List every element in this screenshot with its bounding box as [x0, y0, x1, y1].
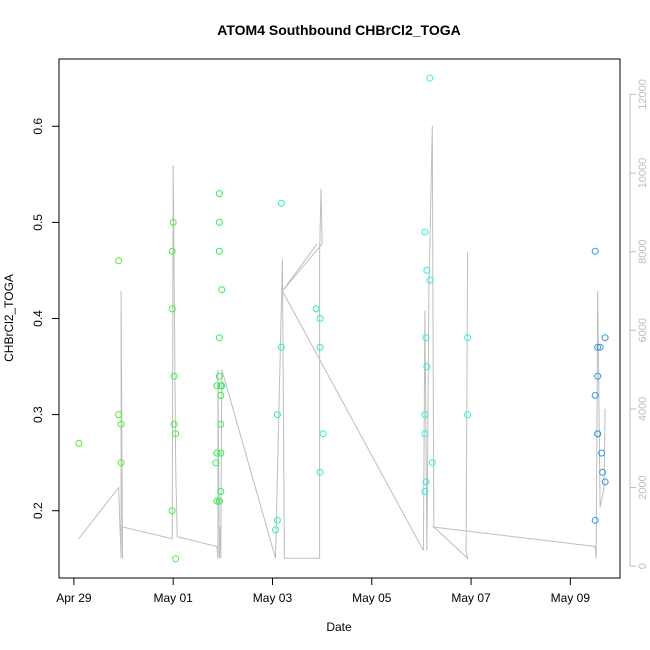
data-point	[215, 218, 223, 226]
secondary-series-line	[432, 290, 606, 559]
data-point	[422, 478, 430, 486]
data-point	[218, 382, 226, 390]
data-point	[596, 343, 604, 351]
y2-tick-label: 2000	[637, 475, 649, 499]
points-layer	[75, 74, 609, 563]
data-point	[172, 555, 180, 563]
data-point	[218, 286, 226, 294]
y-axis: 0.2 0.3 0.4 0.5 0.6	[31, 118, 60, 519]
data-point	[115, 257, 123, 265]
x-axis-label: Date	[326, 620, 352, 634]
x-axis: Apr 29 May 01 May 03 May 05 May 07 May 09	[56, 577, 591, 605]
y2-tick-label: 4000	[637, 397, 649, 421]
data-point	[277, 199, 285, 207]
data-point	[215, 334, 223, 342]
data-point	[213, 382, 221, 390]
data-point	[594, 343, 602, 351]
data-point	[115, 411, 123, 419]
x-tick-label: May 07	[451, 591, 491, 605]
data-point	[217, 420, 225, 428]
x-tick-label: Apr 29	[56, 591, 92, 605]
y2-tick-label: 12000	[637, 79, 649, 110]
data-point	[421, 430, 429, 438]
data-point	[601, 478, 609, 486]
data-point	[426, 276, 434, 284]
data-point	[423, 266, 431, 274]
data-point	[273, 516, 281, 524]
data-point	[117, 420, 125, 428]
data-point	[421, 411, 429, 419]
data-point	[464, 411, 472, 419]
data-point	[168, 305, 176, 313]
data-point	[591, 247, 599, 255]
data-point	[594, 372, 602, 380]
y-tick-label: 0.5	[31, 214, 45, 231]
plot-frame	[58, 58, 621, 579]
data-point	[168, 247, 176, 255]
data-point	[168, 507, 176, 515]
data-point	[598, 449, 606, 457]
data-point	[426, 74, 434, 82]
data-point	[423, 363, 431, 371]
y2-axis-right: 0 2000 4000 6000 8000 10000 12000	[629, 79, 649, 569]
data-point	[421, 488, 429, 495]
data-point	[601, 334, 609, 342]
data-point	[312, 305, 320, 313]
data-point	[213, 497, 221, 505]
secondary-series-line	[78, 125, 469, 560]
data-point	[172, 430, 180, 438]
y-axis-label: CHBrCl2_TOGA	[2, 274, 16, 362]
y2-tick-label: 10000	[637, 158, 649, 189]
data-point	[272, 526, 279, 534]
data-point	[594, 430, 602, 438]
data-point	[319, 430, 327, 438]
data-point	[316, 315, 324, 322]
data-point	[169, 218, 177, 226]
data-point	[428, 459, 436, 467]
data-point	[215, 372, 223, 380]
data-point	[464, 334, 472, 342]
y-tick-label: 0.6	[31, 118, 45, 135]
data-point	[170, 420, 178, 428]
y2-tick-label: 0	[637, 563, 649, 569]
x-tick-label: May 09	[551, 591, 591, 605]
y-tick-label: 0.3	[31, 406, 45, 423]
data-point	[217, 488, 225, 495]
data-point	[316, 468, 324, 476]
y-tick-label: 0.4	[31, 310, 45, 327]
data-point	[212, 459, 220, 467]
data-point	[422, 334, 430, 342]
data-point	[75, 439, 83, 447]
data-point	[170, 372, 178, 380]
x-tick-label: May 05	[352, 591, 392, 605]
y2-tick-label: 8000	[637, 239, 649, 263]
data-point	[599, 468, 607, 476]
data-point	[215, 497, 223, 505]
data-point	[215, 190, 223, 198]
data-point	[117, 459, 125, 467]
data-point	[213, 449, 221, 457]
y-tick-label: 0.2	[31, 502, 45, 519]
secondary-line-layer	[78, 125, 606, 560]
data-point	[591, 516, 599, 524]
data-point	[421, 228, 429, 236]
y2-tick-label: 6000	[637, 318, 649, 342]
secondary-series-line	[281, 243, 318, 292]
data-point	[215, 247, 223, 255]
data-point	[217, 449, 225, 457]
data-point	[273, 411, 281, 419]
data-point	[277, 343, 285, 351]
chart-title: ATOM4 Southbound CHBrCl2_TOGA	[217, 22, 460, 38]
data-point	[591, 391, 599, 399]
x-tick-label: May 01	[154, 591, 194, 605]
data-point	[217, 391, 225, 399]
x-tick-label: May 03	[253, 591, 293, 605]
data-point	[316, 343, 324, 351]
